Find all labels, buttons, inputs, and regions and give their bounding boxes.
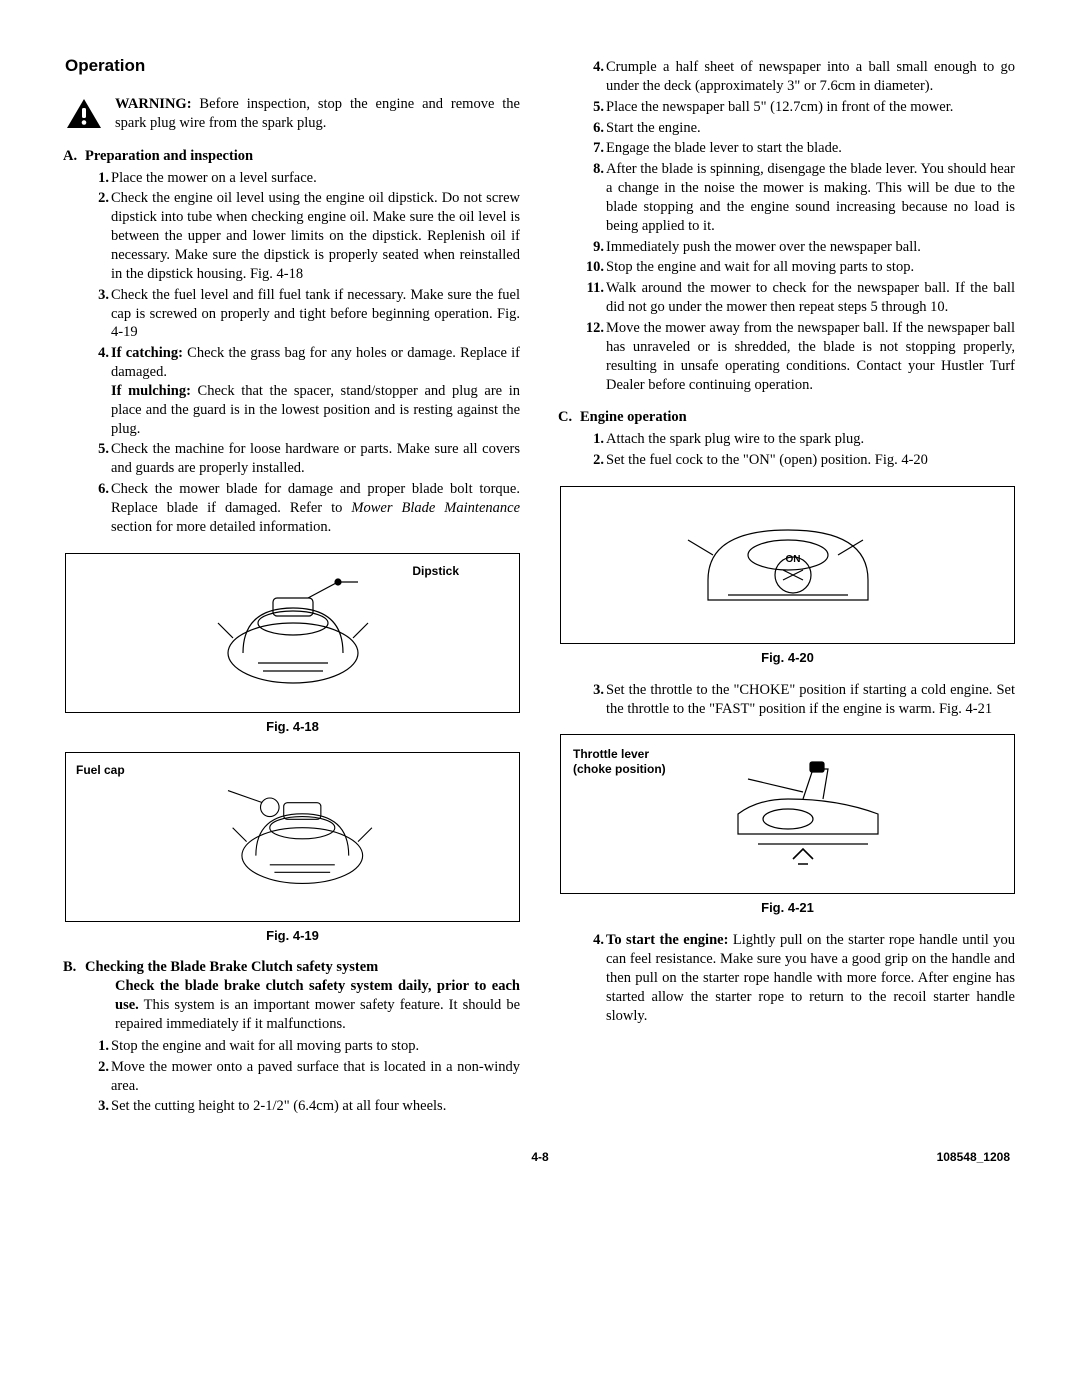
section-a-list: 1. Place the mower on a level surface. 2… xyxy=(85,169,520,537)
engine-dipstick-illustration xyxy=(163,568,423,698)
figure-4-21-caption: Fig. 4-21 xyxy=(560,900,1015,917)
list-item: 6. Check the mower blade for damage and … xyxy=(111,480,520,537)
page-content: Operation WARNING: Before inspection, st… xyxy=(65,55,1015,1120)
section-b-para: Check the blade brake clutch safety syst… xyxy=(85,977,520,1034)
figure-4-19-caption: Fig. 4-19 xyxy=(65,928,520,945)
section-c: C. Engine operation 1. Attach the spark … xyxy=(560,408,1015,470)
figure-4-19: Fuel cap xyxy=(65,752,520,922)
section-c-list-3: 4. To start the engine: Lightly pull on … xyxy=(560,931,1015,1025)
section-b: B. Checking the Blade Brake Clutch safet… xyxy=(65,958,520,1116)
section-b-list: 1. Stop the engine and wait for all movi… xyxy=(85,1037,520,1116)
section-a-title: Preparation and inspection xyxy=(85,148,253,164)
list-item: 4. To start the engine: Lightly pull on … xyxy=(606,931,1015,1025)
list-item: 10. Stop the engine and wait for all mov… xyxy=(606,258,1015,277)
list-item: 6. Start the engine. xyxy=(606,119,1015,138)
section-c-title: Engine operation xyxy=(580,409,687,425)
list-item: 3. Set the throttle to the "CHOKE" posit… xyxy=(606,681,1015,719)
left-column: Operation WARNING: Before inspection, st… xyxy=(65,55,520,1120)
figure-4-21: Throttle lever (choke position) xyxy=(560,734,1015,894)
list-item: 3. Check the fuel level and fill fuel ta… xyxy=(111,286,520,343)
fuelcock-illustration: ON xyxy=(638,500,938,630)
list-item: 9. Immediately push the mower over the n… xyxy=(606,238,1015,257)
figure-4-20: ON xyxy=(560,486,1015,644)
list-item: 2. Check the engine oil level using the … xyxy=(111,189,520,283)
section-a-marker: A. xyxy=(63,147,77,166)
warning-text: WARNING: Before inspection, stop the eng… xyxy=(115,95,520,133)
list-item: 12. Move the mower away from the newspap… xyxy=(606,319,1015,394)
section-b-list-cont: 4. Crumple a half sheet of newspaper int… xyxy=(560,58,1015,394)
section-c-list-1: 1. Attach the spark plug wire to the spa… xyxy=(580,430,1015,470)
list-item: 4. If catching: Check the grass bag for … xyxy=(111,344,520,438)
warning-triangle-icon xyxy=(65,97,103,131)
section-c-marker: C. xyxy=(558,408,572,427)
section-a: A. Preparation and inspection 1. Place t… xyxy=(65,147,520,537)
section-b-title: Checking the Blade Brake Clutch safety s… xyxy=(85,959,378,975)
section-c-list-2: 3. Set the throttle to the "CHOKE" posit… xyxy=(560,681,1015,719)
list-item: 7. Engage the blade lever to start the b… xyxy=(606,139,1015,158)
list-item: 4. Crumple a half sheet of newspaper int… xyxy=(606,58,1015,96)
figure-4-18-caption: Fig. 4-18 xyxy=(65,719,520,736)
list-item: 11. Walk around the mower to check for t… xyxy=(606,279,1015,317)
list-item: 1. Stop the engine and wait for all movi… xyxy=(111,1037,520,1056)
list-item: 5. Check the machine for loose hardware … xyxy=(111,440,520,478)
doc-id: 108548_1208 xyxy=(549,1150,1010,1166)
figure-4-18: Dipstick xyxy=(65,553,520,713)
page-number: 4-8 xyxy=(531,1150,548,1166)
section-heading: Operation xyxy=(65,55,520,77)
fuelcap-label: Fuel cap xyxy=(76,763,125,779)
list-item: 1. Attach the spark plug wire to the spa… xyxy=(606,430,1015,449)
list-item: 8. After the blade is spinning, disengag… xyxy=(606,160,1015,235)
list-item: 1. Place the mower on a level surface. xyxy=(111,169,520,188)
list-item: 2. Move the mower onto a paved surface t… xyxy=(111,1058,520,1096)
page-footer: 4-8 108548_1208 xyxy=(65,1150,1015,1166)
throttle-label: Throttle lever (choke position) xyxy=(573,747,666,776)
engine-fuelcap-illustration xyxy=(163,772,423,902)
list-item: 3. Set the cutting height to 2-1/2" (6.4… xyxy=(111,1097,520,1116)
figure-4-20-caption: Fig. 4-20 xyxy=(560,650,1015,667)
right-column: 4. Crumple a half sheet of newspaper int… xyxy=(560,55,1015,1120)
on-label: ON xyxy=(785,554,800,565)
throttle-illustration xyxy=(638,744,938,884)
section-b-marker: B. xyxy=(63,958,76,977)
warning-label: WARNING: xyxy=(115,96,192,112)
warning-block: WARNING: Before inspection, stop the eng… xyxy=(65,95,520,133)
dipstick-label: Dipstick xyxy=(412,564,459,580)
list-item: 5. Place the newspaper ball 5" (12.7cm) … xyxy=(606,98,1015,117)
list-item: 2. Set the fuel cock to the "ON" (open) … xyxy=(606,451,1015,470)
